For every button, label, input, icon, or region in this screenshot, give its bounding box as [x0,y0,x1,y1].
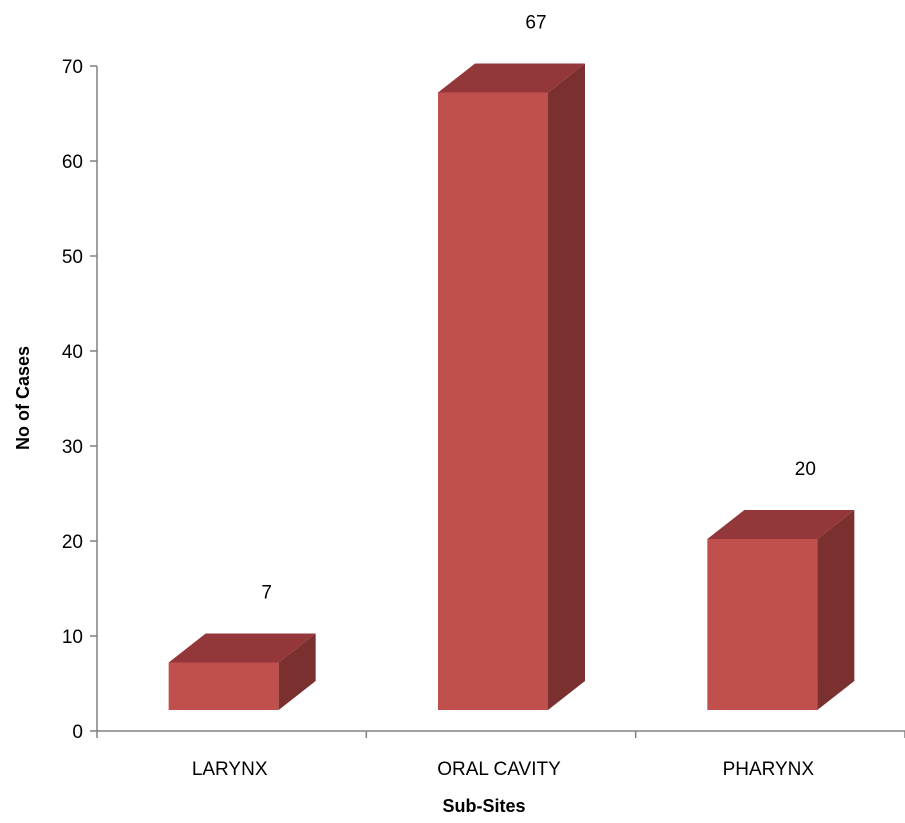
data-label: 7 [261,583,272,604]
bars [168,63,855,710]
bar-side [548,63,585,710]
data-label: 20 [795,459,816,480]
x-tick-label: ORAL CAVITY [437,759,561,780]
y-tick-label: 70 [62,57,83,78]
y-tick-label: 0 [72,722,83,743]
data-label: 67 [525,13,546,34]
bar-top [707,510,855,539]
y-axis-title: No of Cases [13,346,33,450]
bar [168,662,279,710]
bar-top [438,63,585,93]
bar-top [168,633,316,663]
x-axis-title: Sub-Sites [442,796,525,816]
y-tick-label: 60 [62,152,83,173]
bar-side [817,510,855,710]
bar [707,539,818,710]
y-tick-label: 20 [62,532,83,553]
y-tick-label: 40 [62,342,83,363]
x-tick-label: LARYNX [192,759,268,780]
y-tick-label: 30 [62,437,83,458]
data-labels: 7 67 20 [261,13,816,604]
bar-side [278,633,316,710]
x-tick-label: PHARYNX [723,759,815,780]
bar [438,92,548,710]
y-tick-label: 10 [62,627,83,648]
axes: 0 10 20 30 40 50 60 70 LARYNX ORAL CAVITY PHARYNX [62,57,905,780]
y-tick-label: 50 [62,247,83,268]
